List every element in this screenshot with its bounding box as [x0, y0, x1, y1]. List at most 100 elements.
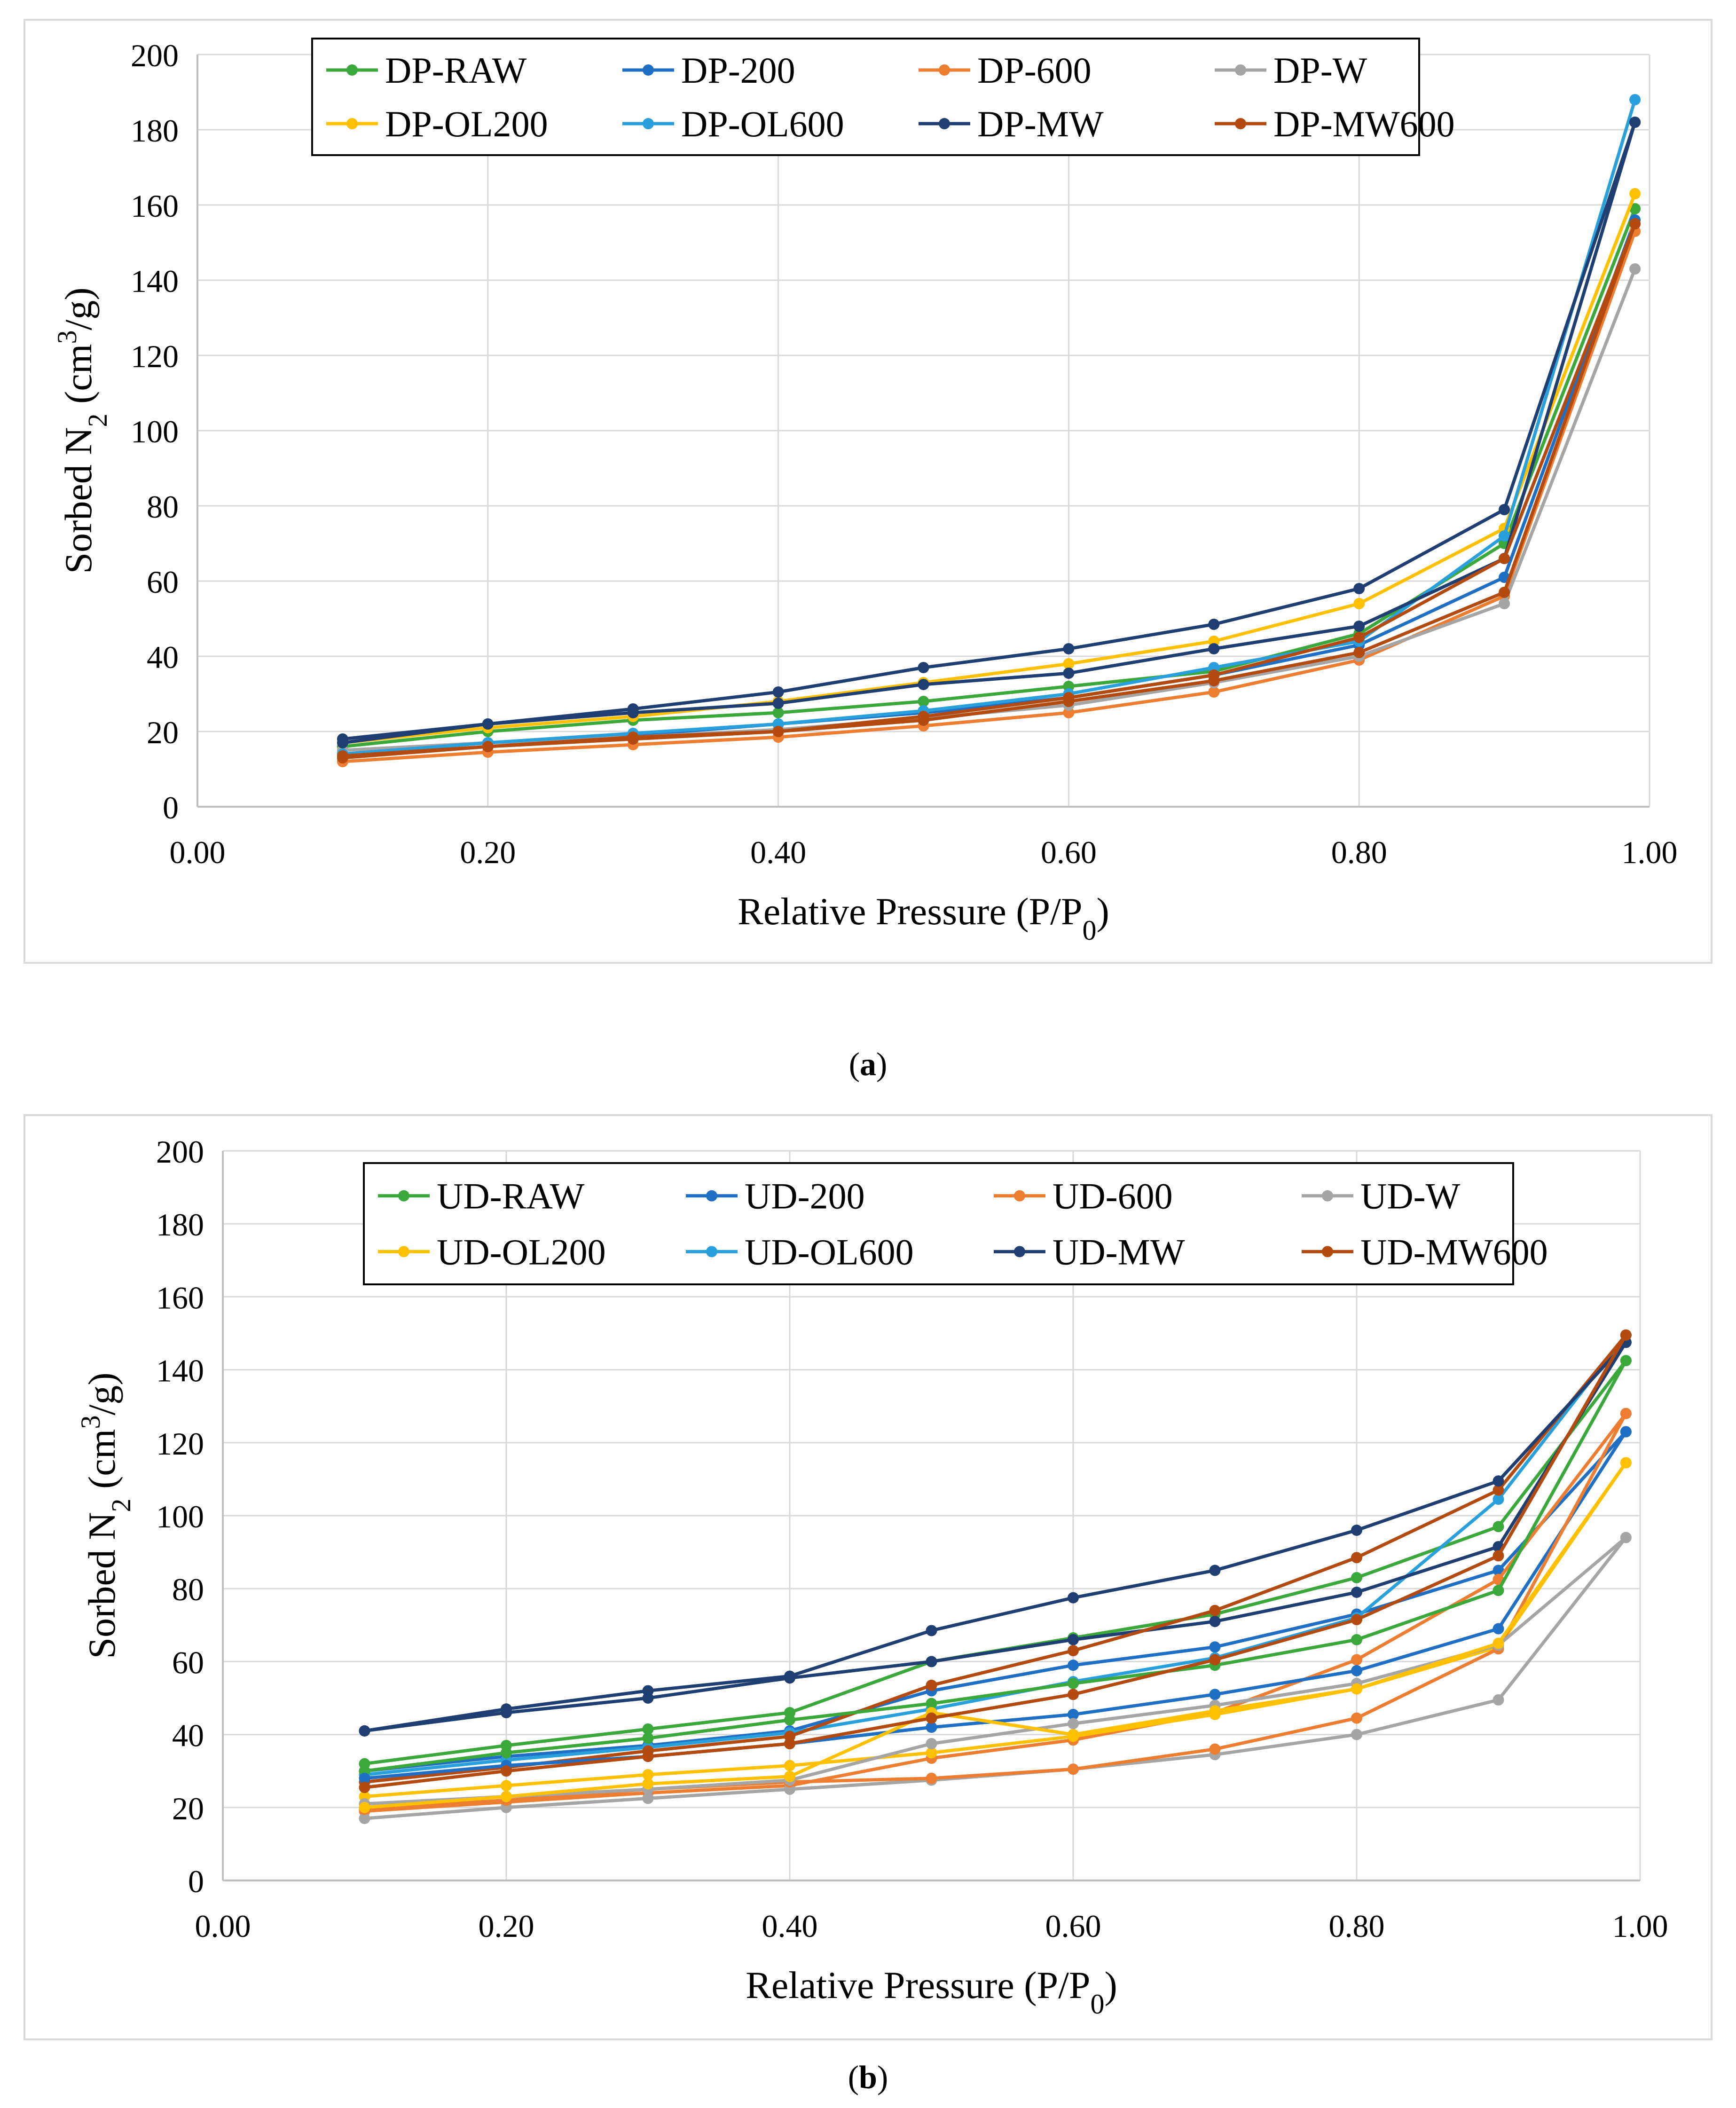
b-x-axis-title: Relative Pressure (P/P0)	[746, 1964, 1117, 2020]
b-series-9-point-6	[1209, 1689, 1221, 1700]
b-series-3-point-2	[642, 1793, 654, 1804]
b-series-13-point-3	[784, 1670, 795, 1682]
b-legend-marker-7	[1322, 1246, 1333, 1258]
b-series-8-point-3	[784, 1714, 795, 1726]
b-series-8-point-7	[1351, 1634, 1362, 1645]
b-series-1-point-5	[1068, 1660, 1079, 1671]
a-series-8-point-1	[482, 718, 494, 730]
b-series-4-point-1	[501, 1780, 512, 1792]
a-legend-label-3: DP-W	[1273, 50, 1367, 91]
a-legend-label-6: DP-MW	[977, 103, 1104, 144]
b-legend-label-7: UD-MW600	[1360, 1231, 1548, 1272]
b-series-12-point-9	[1620, 1457, 1632, 1469]
a-xtick-label-3: 0.60	[1041, 834, 1097, 870]
b-series-14-point-9	[1620, 1329, 1632, 1341]
b-ytick-label-1: 20	[172, 1791, 204, 1826]
b-series-12-point-3	[784, 1770, 795, 1782]
b-series-9-point-5	[1068, 1708, 1079, 1720]
a-series-line-2	[342, 230, 1637, 763]
b-series-13-point-2	[642, 1685, 654, 1697]
a-xtick-label-0: 0.00	[170, 834, 226, 870]
a-legend-box	[311, 38, 1420, 156]
a-series-8-point-4	[918, 679, 929, 690]
a-series-3-point-9	[1629, 263, 1641, 275]
b-series-13-point-0	[359, 1725, 370, 1737]
a-ytick-label-3: 60	[147, 564, 179, 600]
a-series-9-point-8	[1499, 553, 1510, 564]
a-series-0-point-4	[918, 696, 929, 707]
b-series-line-11	[364, 1536, 1627, 1806]
a-series-6-point-4	[918, 662, 929, 673]
a-series-4-point-9	[1629, 188, 1641, 199]
b-series-5-point-8	[1492, 1494, 1504, 1505]
b-legend-label-3: UD-W	[1360, 1176, 1461, 1217]
b-series-0-point-7	[1351, 1572, 1362, 1583]
a-series-4-point-7	[1353, 598, 1365, 609]
b-series-12-point-8	[1492, 1637, 1504, 1649]
b-series-10-point-5	[1068, 1763, 1079, 1775]
b-legend-marker-1	[706, 1190, 717, 1202]
a-ytick-label-10: 200	[131, 38, 179, 73]
chart-panel-a: 0 20 40 60 80 100 120 140 160 180 200 0.00 0.20 0.40 0…	[24, 19, 1712, 964]
a-series-4-point-5	[1063, 658, 1075, 669]
b-legend-label-5: UD-OL600	[745, 1231, 914, 1272]
b-series-8-point-4	[926, 1698, 937, 1709]
a-legend-marker-0	[346, 64, 358, 76]
a-series-9-point-7	[1353, 632, 1365, 643]
b-series-4-point-4	[926, 1747, 937, 1759]
a-ytick-label-2: 40	[147, 639, 179, 675]
b-series-12-point-1	[501, 1791, 512, 1802]
b-series-14-point-4	[926, 1712, 937, 1724]
b-series-1-point-6	[1209, 1641, 1221, 1653]
a-legend-marker-7	[1235, 118, 1246, 130]
b-series-13-point-5	[1068, 1592, 1079, 1604]
a-legend-marker-5	[643, 118, 654, 130]
b-series-13-point-1	[501, 1703, 512, 1715]
a-series-8-point-7	[1353, 621, 1365, 632]
b-series-line-8	[364, 1360, 1627, 1773]
b-series-line-5	[364, 1334, 1627, 1777]
a-series-9-point-4	[918, 711, 929, 722]
a-legend-label-1: DP-200	[681, 50, 795, 91]
b-legend-label-0: UD-RAW	[437, 1176, 585, 1217]
a-series-7-point-7	[1353, 647, 1365, 658]
b-series-line-13	[364, 1341, 1627, 1733]
b-ytick-label-4: 80	[172, 1572, 204, 1607]
b-series-9-point-7	[1351, 1665, 1362, 1676]
a-series-line-9	[342, 223, 1637, 758]
b-legend-label-6: UD-MW	[1053, 1231, 1185, 1272]
a-series-3-point-8	[1499, 598, 1510, 609]
a-x-axis-title: Relative Pressure (P/P0)	[738, 890, 1109, 946]
b-series-14-point-1	[501, 1765, 512, 1777]
a-series-line-4	[342, 193, 1637, 745]
b-series-0-point-8	[1492, 1521, 1504, 1533]
b-xtick-label-0: 0.00	[195, 1908, 251, 1944]
b-legend-marker-3	[1322, 1190, 1333, 1202]
b-legend-marker-5	[706, 1246, 717, 1258]
b-series-line-7	[364, 1334, 1627, 1784]
b-ytick-label-2: 40	[172, 1718, 204, 1754]
a-series-8-point-6	[1208, 643, 1220, 654]
a-series-8-point-2	[627, 707, 639, 718]
b-legend-label-4: UD-OL200	[437, 1231, 606, 1272]
a-xtick-label-1: 0.20	[460, 834, 516, 870]
b-series-12-point-0	[359, 1801, 370, 1813]
b-series-6-point-4	[926, 1656, 937, 1668]
a-y-axis-title: Sorbed N2 (cm3/g)	[52, 287, 113, 574]
a-xtick-label-2: 0.40	[750, 834, 806, 870]
a-series-9-point-9	[1629, 218, 1641, 229]
b-series-14-point-7	[1351, 1614, 1362, 1626]
b-series-7-point-6	[1209, 1605, 1221, 1616]
a-series-7-point-8	[1499, 587, 1510, 598]
b-series-7-point-7	[1351, 1552, 1362, 1564]
a-xtick-label-5: 1.00	[1622, 834, 1678, 870]
b-series-14-point-8	[1492, 1550, 1504, 1562]
b-series-8-point-8	[1492, 1585, 1504, 1597]
b-series-line-10	[364, 1413, 1627, 1811]
a-series-6-point-6	[1208, 619, 1220, 630]
b-y-axis-title: Sorbed N2 (cm3/g)	[75, 1372, 136, 1659]
a-series-8-point-5	[1063, 668, 1075, 679]
b-series-6-point-6	[1209, 1616, 1221, 1628]
b-series-line-1	[364, 1431, 1627, 1773]
b-series-8-point-5	[1068, 1677, 1079, 1689]
